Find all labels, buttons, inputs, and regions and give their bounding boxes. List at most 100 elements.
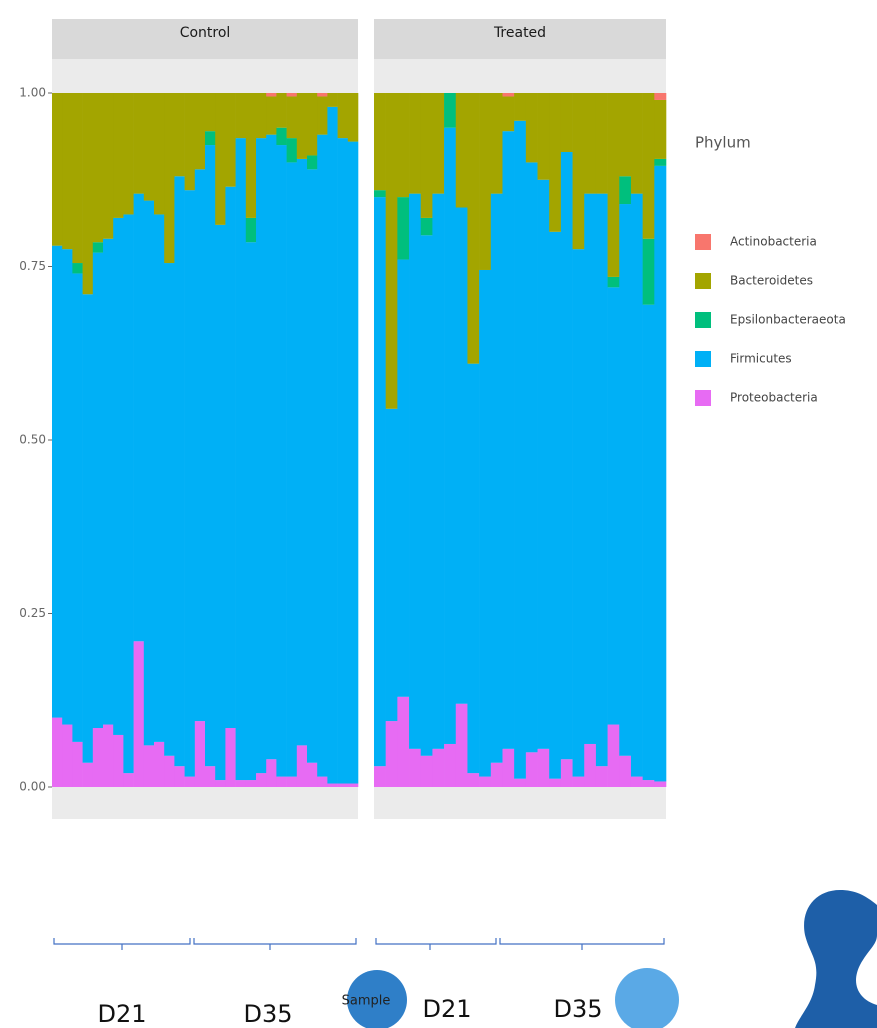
bar-segment <box>327 93 338 107</box>
bar-segment <box>144 745 155 787</box>
bar-segment <box>421 218 433 235</box>
bar-segment <box>287 138 298 162</box>
bar-segment <box>348 93 359 142</box>
sample-label: Sample <box>342 994 391 1009</box>
bar-segment <box>397 197 409 259</box>
bar-segment <box>643 780 655 787</box>
legend-label: Bacteroidetes <box>730 274 813 288</box>
bar-segment <box>266 96 277 134</box>
legend-key <box>695 312 711 328</box>
bar-segment <box>246 218 256 242</box>
bar-segment <box>479 270 491 777</box>
bar-segment <box>225 728 236 787</box>
bar-segment <box>573 777 585 787</box>
bar-segment <box>123 93 133 214</box>
bar-segment <box>134 194 145 642</box>
legend-title: Phylum <box>695 134 751 152</box>
bar-segment <box>327 107 338 784</box>
bar-segment <box>526 93 538 162</box>
bar-segment <box>287 96 298 138</box>
bar-segment <box>236 780 247 787</box>
bar-segment <box>236 93 247 138</box>
bar-segment <box>514 93 526 121</box>
bar-segment <box>276 145 287 777</box>
bar-segment <box>93 253 104 728</box>
bar-segment <box>164 756 175 787</box>
bar-segment <box>297 93 308 159</box>
bar-segment <box>113 93 124 218</box>
bar-segment <box>467 364 479 773</box>
bar-segment <box>93 728 104 787</box>
bar-segment <box>276 777 287 787</box>
bar-segment <box>514 121 526 779</box>
bar-segment <box>421 756 433 787</box>
bar-segment <box>103 725 114 787</box>
bar-segment <box>596 766 608 787</box>
bar-segment <box>236 138 247 780</box>
bar-segment <box>246 780 256 787</box>
bar-segment <box>287 162 298 776</box>
bar-segment <box>72 93 83 263</box>
bar-segment <box>62 249 72 724</box>
bar-segment <box>386 93 398 409</box>
bar-segment <box>164 263 175 756</box>
bar-segment <box>491 93 503 194</box>
bar-segment <box>584 93 596 194</box>
chart: Phylum 0.000.250.500.751.00ControlTreate… <box>0 0 877 1028</box>
bar-segment <box>317 96 328 134</box>
bar-segment <box>266 93 277 96</box>
group-label: D35 <box>553 995 602 1023</box>
bar-segment <box>409 93 421 194</box>
strip-label: Treated <box>493 25 546 41</box>
bar-segment <box>154 214 165 741</box>
legend-label: Actinobacteria <box>730 235 817 249</box>
bar-segment <box>276 128 287 145</box>
group-label: D21 <box>422 995 471 1023</box>
bar-segment <box>317 135 328 777</box>
bar-segment <box>174 766 185 787</box>
bar-segment <box>246 93 256 218</box>
bar-segment <box>62 725 72 787</box>
bar-segment <box>338 784 349 787</box>
bar-segment <box>432 749 444 787</box>
bar-segment <box>348 784 359 787</box>
bar-segment <box>205 766 216 787</box>
bar-segment <box>409 194 421 749</box>
bar-segment <box>444 128 456 744</box>
bar-segment <box>608 725 620 787</box>
bar-segment <box>549 93 561 232</box>
bar-segment <box>421 93 433 218</box>
bar-segment <box>549 779 561 787</box>
bar-segment <box>397 93 409 197</box>
bar-segment <box>538 93 550 180</box>
bar-segment <box>195 721 206 787</box>
bar-segment <box>502 131 514 749</box>
bar-segment <box>287 93 298 96</box>
bar-segment <box>174 176 185 766</box>
bar-segment <box>297 159 308 745</box>
bar-segment <box>113 735 124 787</box>
bar-segment <box>467 93 479 364</box>
bar-segment <box>338 138 349 783</box>
bar-segment <box>123 214 133 773</box>
bar-segment <box>83 294 94 762</box>
bar-segment <box>154 93 165 214</box>
bar-segment <box>215 780 226 787</box>
bar-segment <box>421 235 433 756</box>
bar-segment <box>266 135 277 760</box>
bar-segment <box>113 218 124 735</box>
bar-segment <box>538 749 550 787</box>
bar-segment <box>502 93 514 96</box>
bar-segment <box>456 93 468 208</box>
bar-segment <box>631 194 643 777</box>
bar-segment <box>654 93 666 100</box>
bar-segment <box>643 93 655 239</box>
bar-segment <box>643 239 655 305</box>
bar-segment <box>514 779 526 787</box>
y-tick-label: 0.25 <box>19 606 46 620</box>
bar-segment <box>195 93 206 169</box>
bar-segment <box>654 166 666 782</box>
bar-segment <box>573 93 585 249</box>
bar-segment <box>619 756 631 787</box>
bar-segment <box>164 93 175 263</box>
